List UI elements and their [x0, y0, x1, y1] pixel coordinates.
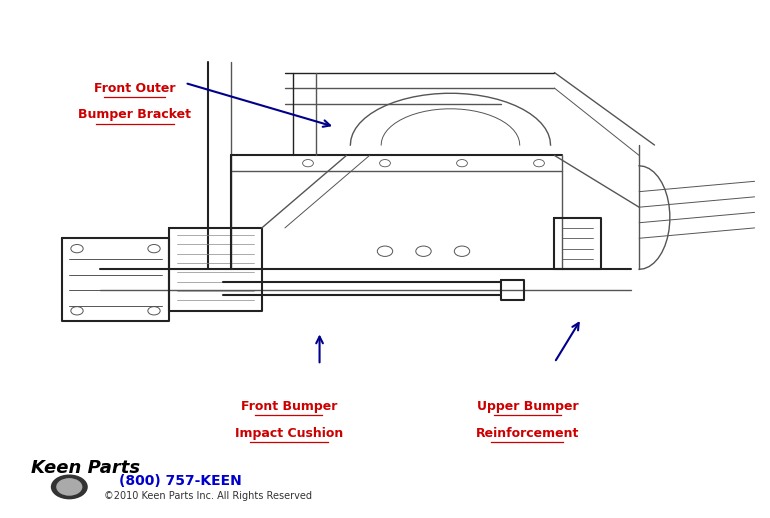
Circle shape: [56, 478, 82, 496]
Text: Front Bumper: Front Bumper: [240, 400, 337, 413]
Text: Front Outer: Front Outer: [94, 81, 176, 95]
Circle shape: [51, 474, 88, 499]
Text: Keen Parts: Keen Parts: [31, 459, 140, 477]
Text: Upper Bumper: Upper Bumper: [477, 400, 578, 413]
Text: Reinforcement: Reinforcement: [476, 427, 579, 440]
Text: Bumper Bracket: Bumper Bracket: [79, 108, 191, 122]
Text: Impact Cushion: Impact Cushion: [235, 427, 343, 440]
Text: ©2010 Keen Parts Inc. All Rights Reserved: ©2010 Keen Parts Inc. All Rights Reserve…: [104, 491, 312, 501]
Text: (800) 757-KEEN: (800) 757-KEEN: [119, 473, 242, 488]
